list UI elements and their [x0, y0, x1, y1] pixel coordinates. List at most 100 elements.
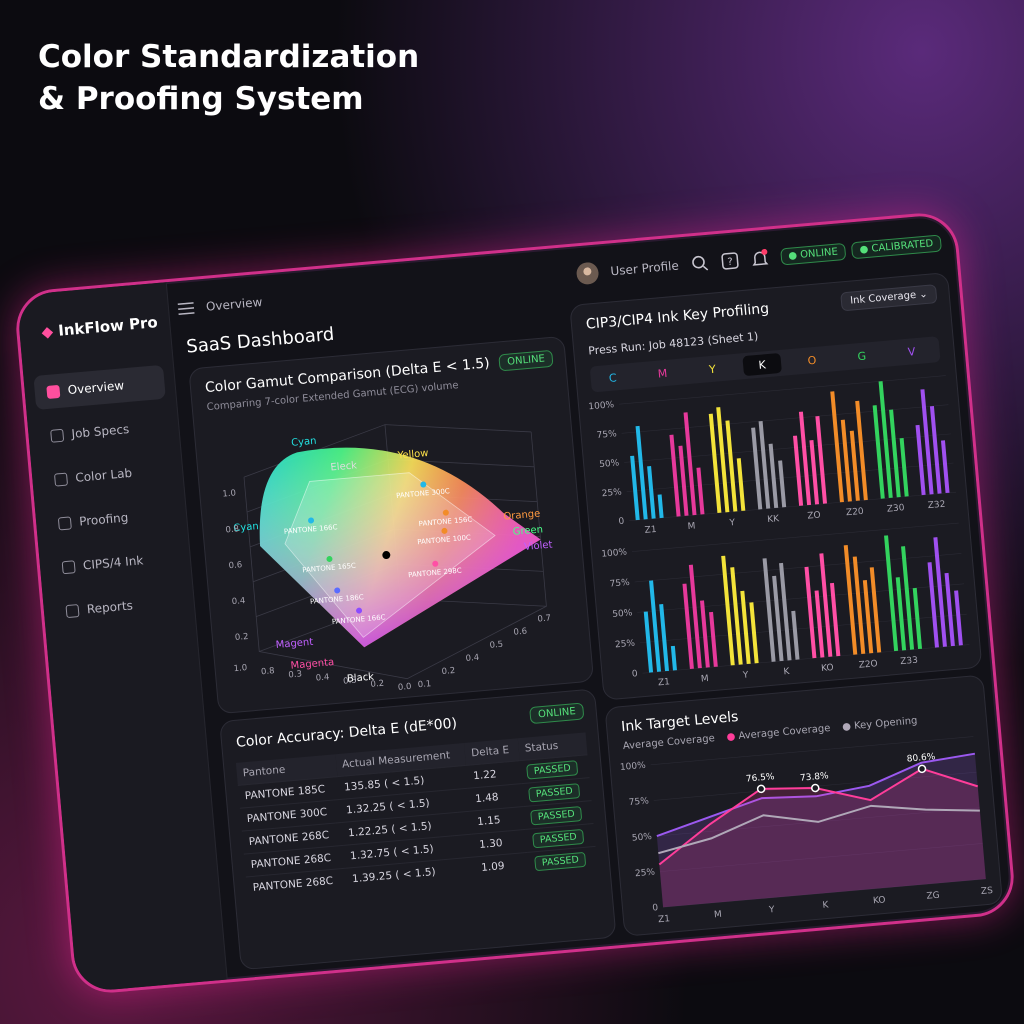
grid-line [621, 404, 949, 434]
gamut-label: Cyan [233, 521, 259, 534]
grid-line [642, 644, 970, 674]
nav-label: CIPS/4 Ink [82, 553, 144, 573]
status-passed: PASSED [534, 851, 587, 872]
legend-entry: ● Key Opening [842, 715, 918, 733]
gamut-label: Green [512, 524, 543, 538]
coverage-dropdown[interactable]: Ink Coverage ⌄ [840, 284, 938, 312]
x-tick-label: Y [742, 670, 750, 681]
bar [657, 494, 664, 519]
avatar[interactable] [576, 261, 600, 285]
bar [940, 440, 950, 494]
legend-label: Key Opening [853, 715, 918, 732]
gamut-point [420, 481, 427, 488]
help-icon[interactable]: ? [720, 251, 740, 271]
x-tick-label: ZO [807, 511, 821, 522]
y-tick-label: 25% [615, 639, 636, 651]
ink-tab[interactable]: C [608, 370, 618, 385]
bar [630, 455, 640, 521]
axis-tick-label: 0.2 [441, 666, 455, 677]
notification-icon[interactable] [750, 248, 770, 269]
targets-card: Ink Target Levels Average Coverage ● Aver… [604, 674, 1004, 937]
bar [762, 558, 776, 662]
bar [929, 405, 942, 494]
gamut-point [441, 527, 448, 534]
menu-icon[interactable] [177, 302, 195, 315]
bar [901, 546, 915, 650]
x-tick-label: Z33 [900, 656, 918, 667]
ink-tab[interactable]: K [742, 352, 782, 377]
bar [927, 562, 939, 648]
gamut-point [432, 560, 439, 567]
bar [830, 391, 844, 503]
bar [740, 590, 751, 665]
bar [730, 567, 743, 665]
nav-item[interactable]: Color Lab [41, 452, 173, 497]
bar [659, 603, 669, 672]
bar [872, 405, 885, 499]
grid-line [626, 462, 954, 492]
ink-tab[interactable]: M [657, 366, 668, 381]
y-tick-label: 0 [632, 669, 639, 679]
data-label: 73.8% [800, 771, 830, 783]
ink-tab[interactable]: G [856, 348, 867, 363]
x-tick-label: Z1 [658, 914, 671, 925]
headline-line: Color Standardization [38, 39, 420, 75]
bar [849, 430, 860, 501]
ink-tab[interactable]: O [807, 353, 817, 368]
nav-label: Job Specs [70, 421, 130, 441]
y-tick-label: 100% [601, 548, 628, 560]
axis-tick-label: 0.6 [228, 560, 242, 571]
bar [869, 567, 882, 653]
nav-item[interactable]: Job Specs [37, 409, 169, 454]
gamut-point [334, 587, 341, 594]
legend-dot: ● [726, 731, 740, 744]
y-tick-label: 50% [612, 608, 633, 620]
gamut-plot: Cyan Cyan Eleck Yellow Orange Green Violet Mage… [222, 424, 553, 693]
x-tick-label: K [822, 900, 830, 911]
x-tick-label: Z20 [846, 507, 865, 519]
axis-tick-label: 0.0 [398, 682, 412, 693]
grid-line [619, 375, 946, 405]
series-line [656, 752, 976, 837]
status-passed: PASSED [530, 806, 583, 826]
dropdown-label: Ink Coverage [849, 289, 917, 307]
user-profile[interactable]: User Profile [609, 258, 680, 279]
search-icon[interactable] [690, 254, 710, 274]
data-label: 80.6% [906, 752, 936, 764]
axis-tick-label: 0.7 [537, 613, 551, 624]
gamut-label: Eleck [330, 460, 358, 473]
grid-line [629, 491, 957, 522]
y-tick-label: 25% [601, 488, 622, 500]
x-tick-label: Z1 [658, 677, 671, 688]
x-tick-label: KO [821, 663, 834, 674]
x-tick-label: K [783, 667, 791, 678]
nav-item[interactable]: Proofing [45, 496, 177, 541]
headline-line: & Proofing System [38, 81, 364, 117]
nav-item[interactable]: Reports [53, 584, 185, 629]
brand[interactable]: ◆ InkFlow Pro [40, 313, 159, 342]
y-tick-label: 50% [632, 832, 653, 844]
x-tick-label: ZG [926, 891, 940, 902]
svg-text:?: ? [727, 257, 733, 268]
point-marker [811, 783, 820, 793]
axis-tick-label: 0.6 [513, 627, 527, 638]
grid-line [650, 736, 974, 766]
gamut-card: Color Gamut Comparison (Delta E < 1.5) C… [188, 335, 595, 715]
bar [798, 411, 812, 506]
bar [647, 465, 656, 519]
x-tick-label: Z1 [644, 525, 657, 536]
nav-item[interactable]: CIPS/4 Ink [49, 540, 181, 585]
bar [682, 583, 694, 670]
gamut-label: Yellow [396, 448, 429, 462]
nav-icon [57, 515, 72, 530]
nav-item[interactable]: Overview [33, 364, 166, 410]
white-point [382, 551, 391, 560]
nav-label: Overview [67, 378, 125, 398]
grid-line [637, 583, 965, 613]
axis-tick-label: 0.8 [261, 666, 275, 677]
ink-tab[interactable]: Y [708, 362, 717, 376]
gamut-label: Violet [524, 540, 553, 553]
ink-tab[interactable]: V [907, 344, 916, 359]
nav-icon [50, 428, 65, 443]
axis-tick-label: 0.8 [225, 524, 239, 535]
